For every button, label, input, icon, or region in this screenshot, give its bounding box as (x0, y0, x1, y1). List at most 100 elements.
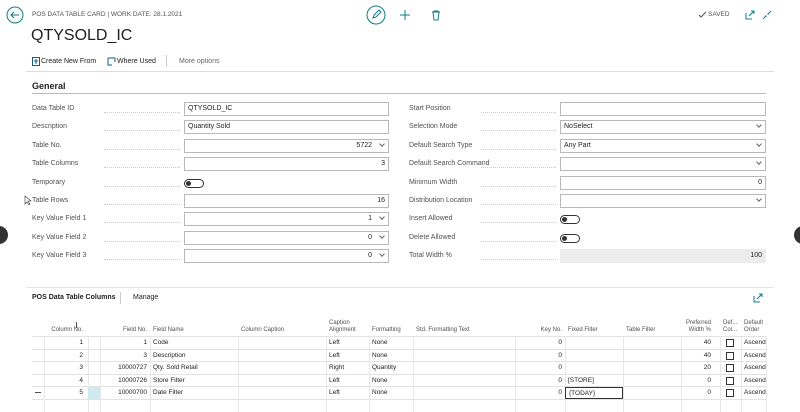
toggle[interactable] (560, 233, 580, 243)
cell[interactable]: Ascend (744, 376, 766, 384)
cell[interactable]: Ascend (744, 339, 766, 346)
column-header[interactable]: Fixed Filter (565, 314, 623, 334)
field-input[interactable]: 3 (184, 157, 389, 172)
cell[interactable] (413, 375, 515, 387)
cell[interactable] (413, 387, 515, 399)
row-selector[interactable] (88, 387, 100, 399)
checkbox[interactable] (726, 376, 734, 385)
cell[interactable]: 0 (558, 389, 562, 397)
checkbox[interactable] (726, 351, 734, 360)
field-input[interactable]: 100 (560, 249, 766, 264)
cell[interactable]: Left (329, 389, 340, 397)
column-header[interactable]: Formatting (369, 314, 413, 334)
column-header[interactable]: Column Caption (238, 314, 326, 334)
field-input[interactable]: 1 (184, 212, 389, 227)
cell[interactable]: 3 (79, 364, 83, 372)
field-input[interactable]: Any Part (560, 138, 766, 153)
lines-manage[interactable]: Manage (133, 294, 159, 301)
cell[interactable]: 0 (558, 339, 562, 346)
cell[interactable] (623, 375, 681, 387)
cell[interactable] (623, 387, 681, 399)
column-header[interactable]: Preferred Width % (681, 314, 714, 334)
cell[interactable] (565, 337, 623, 349)
action-more-options[interactable]: More options (179, 58, 220, 65)
lines-title[interactable]: POS Data Table Columns (32, 294, 116, 301)
cell[interactable]: Left (329, 339, 340, 346)
action-where-used[interactable]: Where Used (117, 58, 156, 65)
checkbox[interactable] (726, 339, 734, 347)
field-input[interactable]: 0 (184, 249, 389, 264)
cell[interactable]: 0 (558, 376, 562, 384)
field-input[interactable]: 5722 (184, 138, 389, 153)
checkbox[interactable] (726, 389, 734, 398)
field-input[interactable] (560, 157, 766, 172)
cell[interactable]: Qty. Sold Retail (153, 364, 198, 372)
cell[interactable]: Ascend (744, 351, 766, 359)
cell[interactable] (413, 350, 515, 362)
cell[interactable] (238, 337, 326, 349)
cell[interactable] (623, 350, 681, 362)
field-input[interactable]: QTYSOLD_IC (184, 102, 389, 116)
cell[interactable]: 20 (703, 364, 711, 372)
cell[interactable]: None (372, 376, 388, 384)
cell[interactable]: 10000726 (118, 376, 147, 384)
cell[interactable]: None (372, 351, 388, 359)
cell[interactable]: 1 (143, 339, 147, 346)
cell[interactable]: Quantity (372, 364, 397, 372)
back-button[interactable] (6, 6, 24, 24)
cell[interactable]: Ascend (744, 364, 766, 372)
edit-button[interactable] (366, 5, 386, 25)
cell[interactable] (565, 350, 623, 362)
cell[interactable]: 3 (143, 351, 147, 359)
delete-button[interactable] (430, 9, 442, 21)
cell[interactable]: 10000727 (118, 364, 147, 372)
cell[interactable]: 40 (703, 351, 711, 359)
cell[interactable] (238, 375, 326, 387)
section-title[interactable]: General (32, 81, 66, 91)
lines-expand[interactable] (753, 293, 763, 303)
cell[interactable]: 40 (703, 339, 711, 346)
cell[interactable]: Ascend (744, 389, 766, 397)
action-create-new-from[interactable]: Create New From (41, 58, 97, 65)
scroll-left[interactable] (0, 226, 8, 244)
column-header[interactable]: Field No. (100, 314, 150, 334)
cell[interactable] (623, 337, 681, 349)
cell[interactable]: Left (329, 376, 340, 384)
field-input[interactable]: 16 (184, 194, 389, 208)
field-input[interactable]: 0 (560, 175, 766, 190)
cell[interactable]: 0 (707, 376, 711, 384)
toggle[interactable] (184, 178, 204, 188)
cell[interactable]: Code (153, 339, 169, 346)
cell[interactable] (238, 387, 326, 399)
cell[interactable] (238, 362, 326, 374)
scroll-right[interactable] (794, 226, 800, 244)
column-header[interactable]: Def... Col... (720, 314, 741, 334)
cell[interactable]: Left (329, 351, 340, 359)
cell[interactable]: Date Filter (153, 389, 183, 397)
cell[interactable]: Right (329, 364, 345, 372)
column-header[interactable]: Default Order (741, 314, 766, 334)
cell[interactable]: 0 (558, 364, 562, 372)
cell[interactable] (413, 362, 515, 374)
column-header[interactable]: Table Filter (623, 314, 681, 334)
collapse[interactable] (762, 10, 772, 20)
cell[interactable]: [STORE] (568, 376, 594, 384)
cell[interactable]: 2 (79, 351, 83, 359)
column-header[interactable]: Std. Formatting Text (413, 314, 515, 334)
cell[interactable]: None (372, 389, 388, 397)
field-input[interactable]: 0 (184, 230, 389, 245)
cell[interactable] (413, 337, 515, 349)
column-header[interactable]: Column No. (44, 314, 86, 334)
cell[interactable] (238, 350, 326, 362)
open-new-window[interactable] (745, 10, 755, 20)
checkbox[interactable] (726, 364, 734, 373)
column-header[interactable]: Caption Alignment (326, 314, 369, 334)
cell[interactable] (565, 362, 623, 374)
cell[interactable]: 0 (558, 351, 562, 359)
cell[interactable]: 10000700 (118, 389, 147, 397)
toggle[interactable] (560, 215, 580, 225)
cell[interactable]: 0 (707, 389, 711, 397)
cell[interactable]: 1 (79, 339, 83, 346)
field-input[interactable]: NoSelect (560, 120, 766, 135)
cell[interactable]: {TODAY} (565, 387, 623, 399)
